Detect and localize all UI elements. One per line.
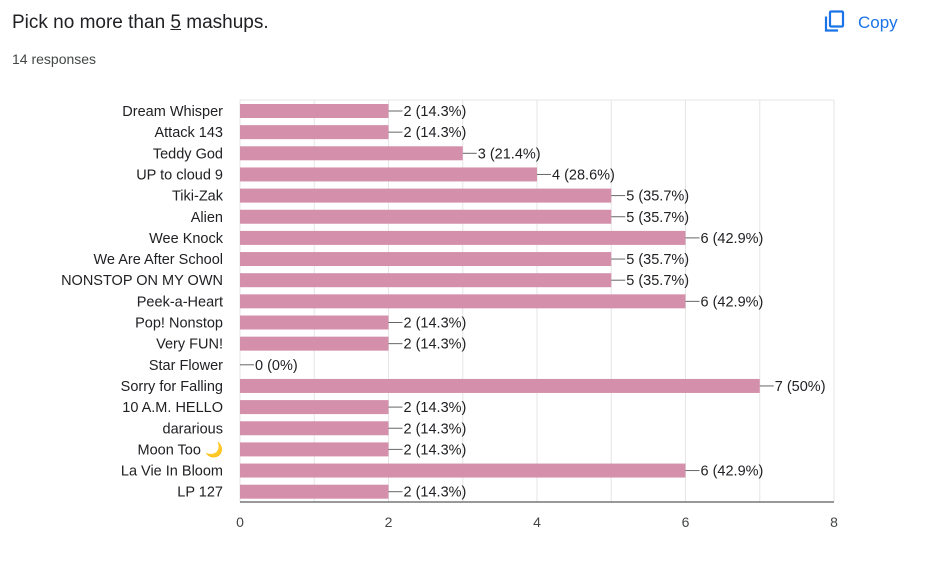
category-label: Alien bbox=[191, 210, 223, 226]
x-tick-label: 2 bbox=[385, 514, 393, 530]
bar[interactable] bbox=[240, 230, 686, 245]
data-label: 6 (42.9%) bbox=[701, 231, 764, 247]
copy-icon bbox=[822, 9, 846, 38]
question-suffix: mashups. bbox=[181, 12, 269, 33]
bar[interactable] bbox=[240, 315, 389, 330]
data-label: 2 (14.3%) bbox=[404, 104, 467, 120]
data-label: 6 (42.9%) bbox=[701, 464, 764, 480]
category-label: NONSTOP ON MY OWN bbox=[61, 273, 223, 289]
data-label: 3 (21.4%) bbox=[478, 146, 541, 162]
category-label: LP 127 bbox=[177, 485, 223, 501]
bar[interactable] bbox=[240, 167, 537, 182]
x-tick-label: 4 bbox=[533, 514, 541, 530]
data-label: 5 (35.7%) bbox=[626, 252, 689, 268]
bar[interactable] bbox=[240, 336, 389, 351]
response-count: 14 responses bbox=[12, 51, 97, 67]
bar[interactable] bbox=[240, 378, 760, 393]
category-label: La Vie In Bloom bbox=[121, 464, 223, 480]
bar[interactable] bbox=[240, 146, 463, 161]
bar[interactable] bbox=[240, 125, 389, 140]
bar[interactable] bbox=[240, 252, 612, 267]
bar[interactable] bbox=[240, 484, 389, 499]
category-label: Teddy God bbox=[153, 146, 223, 162]
category-label: dararious bbox=[163, 421, 223, 437]
category-label: Very FUN! bbox=[156, 337, 223, 353]
data-label: 2 (14.3%) bbox=[404, 316, 467, 332]
category-label: Attack 143 bbox=[154, 125, 223, 141]
x-tick-label: 8 bbox=[830, 514, 838, 530]
chart-bars bbox=[240, 104, 760, 499]
category-label: Wee Knock bbox=[149, 231, 224, 247]
data-label: 5 (35.7%) bbox=[626, 273, 689, 289]
category-label: Pop! Nonstop bbox=[135, 316, 223, 332]
category-label: Sorry for Falling bbox=[121, 379, 223, 395]
bar[interactable] bbox=[240, 188, 612, 203]
data-label: 0 (0%) bbox=[255, 358, 298, 374]
question-number: 5 bbox=[170, 12, 181, 33]
data-label: 2 (14.3%) bbox=[404, 337, 467, 353]
question-title: Pick no more than 5 mashups. bbox=[12, 12, 269, 34]
chart-labels: 0 2 4 6 8 Dream Whisper 2 (14.3%) Attack 143 2 (… bbox=[61, 104, 838, 530]
category-label: UP to cloud 9 bbox=[136, 167, 223, 183]
data-label: 2 (14.3%) bbox=[404, 421, 467, 437]
data-label: 5 (35.7%) bbox=[626, 210, 689, 226]
bar[interactable] bbox=[240, 442, 389, 457]
category-label: 10 A.M. HELLO bbox=[122, 400, 223, 416]
question-prefix: Pick no more than bbox=[12, 12, 171, 33]
category-label: Tiki-Zak bbox=[172, 189, 224, 205]
bar[interactable] bbox=[240, 273, 612, 288]
data-label: 2 (14.3%) bbox=[404, 442, 467, 458]
category-label: We Are After School bbox=[94, 252, 224, 268]
bar[interactable] bbox=[240, 400, 389, 415]
x-tick-label: 6 bbox=[682, 514, 690, 530]
data-label: 5 (35.7%) bbox=[626, 189, 689, 205]
category-label: Peek-a-Heart bbox=[137, 294, 223, 310]
bar[interactable] bbox=[240, 104, 389, 118]
category-label: Dream Whisper bbox=[122, 104, 223, 120]
data-label: 4 (28.6%) bbox=[552, 167, 615, 183]
bar[interactable] bbox=[240, 463, 686, 478]
category-label: Moon Too 🌙 bbox=[138, 440, 224, 458]
data-label: 2 (14.3%) bbox=[404, 125, 467, 141]
x-tick-label: 0 bbox=[236, 514, 244, 530]
bar[interactable] bbox=[240, 294, 686, 309]
data-label: 2 (14.3%) bbox=[404, 485, 467, 501]
bar[interactable] bbox=[240, 209, 612, 224]
data-label: 2 (14.3%) bbox=[404, 400, 467, 416]
data-label: 6 (42.9%) bbox=[701, 294, 764, 310]
copy-label: Copy bbox=[858, 13, 898, 32]
bar[interactable] bbox=[240, 421, 389, 436]
copy-button[interactable]: Copy bbox=[822, 8, 898, 38]
category-label: Star Flower bbox=[149, 358, 223, 374]
data-label: 7 (50%) bbox=[775, 379, 826, 395]
